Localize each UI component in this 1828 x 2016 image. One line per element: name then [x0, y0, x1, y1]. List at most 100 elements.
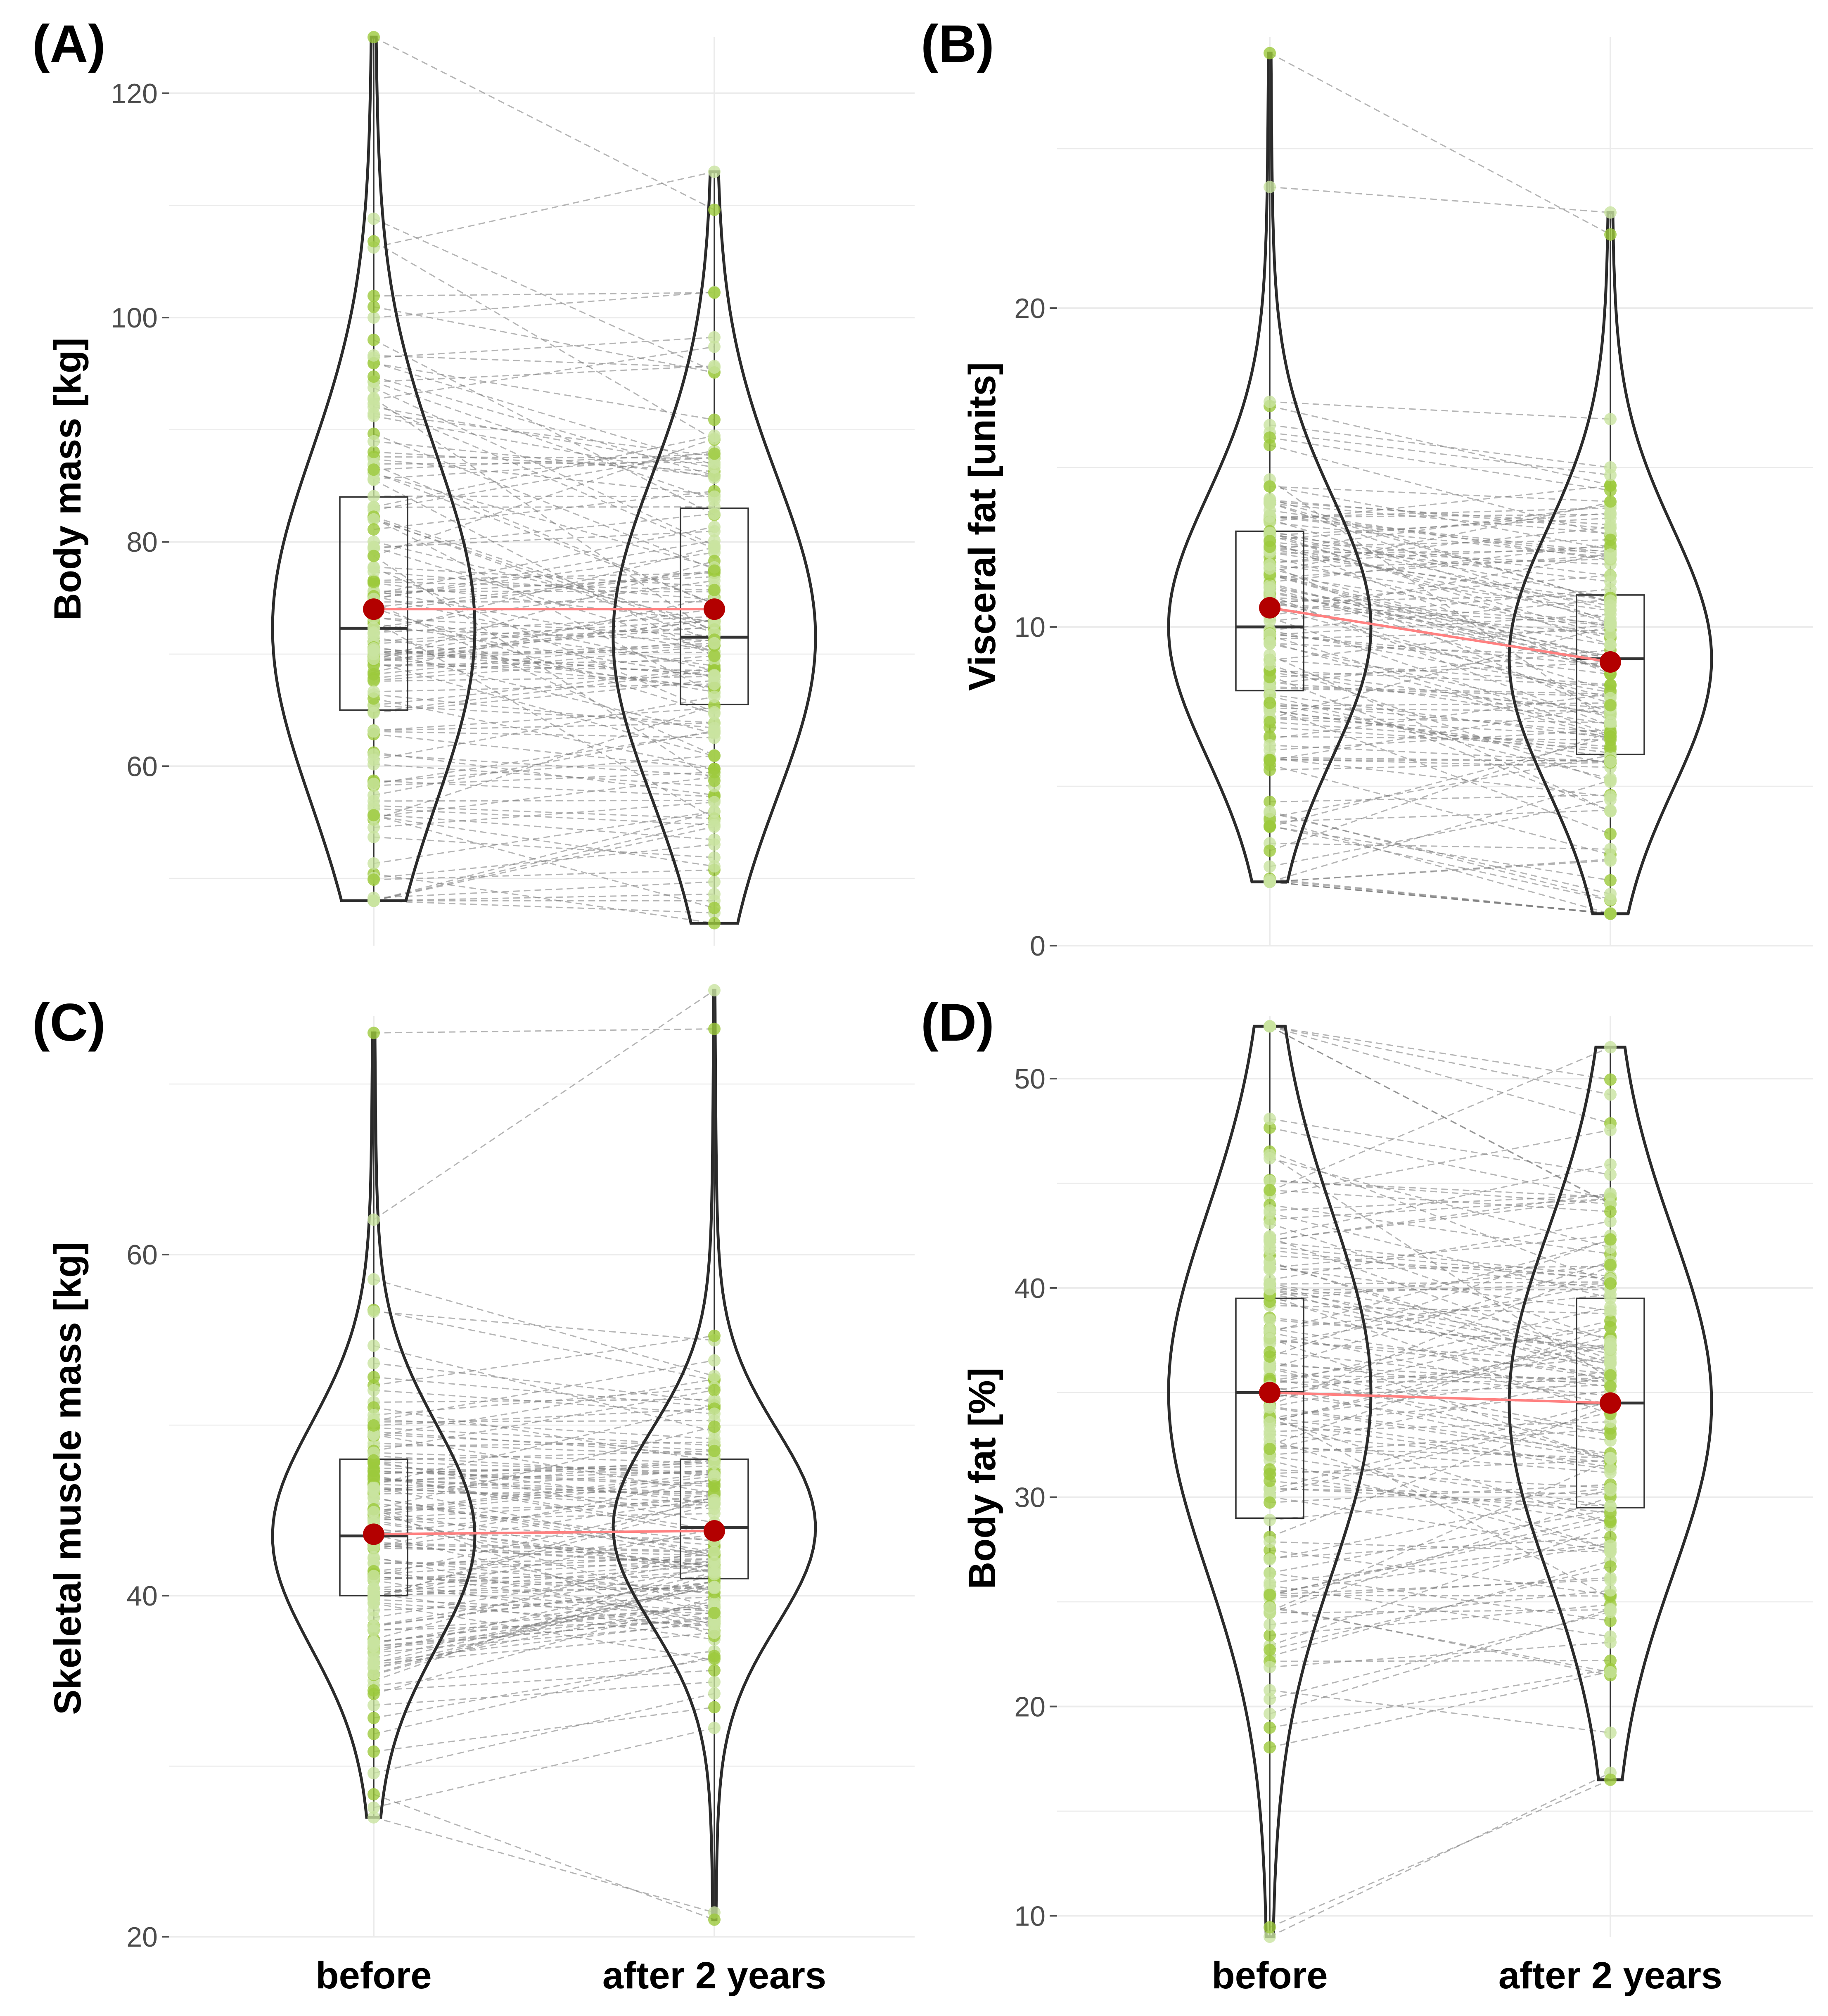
- paired-line: [1269, 1689, 1611, 1734]
- data-point: [708, 690, 721, 703]
- data-point: [1264, 1274, 1276, 1286]
- data-point: [1604, 1301, 1617, 1314]
- data-point: [708, 508, 721, 520]
- paired-line: [1269, 1520, 1611, 1596]
- paired-line: [1269, 587, 1611, 646]
- data-point: [708, 1545, 721, 1558]
- data-point: [1264, 1346, 1276, 1359]
- paired-line: [1269, 1671, 1611, 1748]
- paired-line: [373, 1470, 715, 1487]
- paired-line: [1269, 764, 1611, 855]
- data-point: [367, 1454, 380, 1467]
- data-point: [1264, 1233, 1276, 1246]
- paired-line: [1269, 694, 1611, 739]
- paired-line: [1269, 1608, 1611, 1715]
- paired-line: [373, 451, 715, 472]
- data-point: [367, 621, 380, 634]
- data-point: [1264, 754, 1276, 766]
- paired-line: [1269, 1488, 1611, 1521]
- data-point: [708, 1606, 721, 1619]
- paired-line: [373, 381, 715, 501]
- paired-line: [373, 1452, 715, 1464]
- data-point: [1264, 1401, 1276, 1414]
- paired-line: [373, 516, 715, 630]
- paired-line: [373, 1581, 715, 1627]
- paired-line: [373, 808, 715, 826]
- panel-d: (D) Body fat [%] 10 20 30 40 50: [921, 993, 1813, 1943]
- paired-line: [1269, 881, 1611, 915]
- data-point: [367, 789, 380, 802]
- data-point: [1604, 1356, 1617, 1369]
- paired-line: [373, 814, 715, 909]
- paired-line: [373, 1554, 715, 1575]
- paired-line: [373, 415, 715, 479]
- paired-line: [1269, 499, 1611, 529]
- paired-line: [1269, 1668, 1611, 1729]
- paired-line: [1269, 1428, 1611, 1456]
- y-tick-label: 60: [126, 1239, 158, 1271]
- y-tick-label: 40: [126, 1580, 158, 1612]
- paired-line: [1269, 1509, 1611, 1574]
- data-point: [367, 393, 380, 406]
- paired-line: [373, 669, 715, 713]
- plot-area-b: 0 10 20: [1014, 37, 1813, 962]
- data-point: [1604, 1428, 1617, 1441]
- data-point: [367, 1551, 380, 1564]
- paired-line: [1269, 1239, 1611, 1333]
- data-point: [1604, 793, 1617, 806]
- paired-line: [373, 1376, 715, 1408]
- paired-line: [1269, 1294, 1611, 1330]
- paired-line: [1269, 630, 1611, 693]
- data-point: [1264, 739, 1276, 752]
- data-point: [708, 1407, 721, 1420]
- paired-line: [1269, 556, 1611, 639]
- plot-area-c: 20 40 60: [126, 984, 915, 1953]
- paired-line: [373, 519, 715, 633]
- data-point: [367, 778, 380, 790]
- paired-line: [1269, 1338, 1611, 1375]
- paired-line: [1269, 1238, 1611, 1357]
- paired-line: [373, 722, 715, 731]
- paired-line: [373, 694, 715, 729]
- y-tick-label: 120: [111, 78, 158, 109]
- mean-marker-after: [704, 1520, 725, 1542]
- violin-before: [1167, 1025, 1373, 1938]
- paired-line: [1269, 1288, 1611, 1350]
- paired-line: [1269, 1545, 1611, 1594]
- paired-line: [1269, 1385, 1611, 1459]
- paired-line: [1269, 717, 1611, 723]
- paired-line: [1269, 707, 1611, 835]
- panel-a: (A) Body mass [kg] 60 80 100 120: [32, 14, 915, 946]
- paired-line: [373, 881, 715, 899]
- data-point: [708, 1722, 721, 1734]
- paired-line: [373, 581, 715, 591]
- data-point: [1264, 1475, 1276, 1487]
- data-point: [1264, 1577, 1276, 1589]
- paired-line: [1269, 1345, 1611, 1422]
- paired-line: [373, 438, 715, 557]
- paired-line: [373, 1559, 715, 1618]
- paired-line: [1269, 532, 1611, 645]
- paired-line: [373, 1434, 715, 1451]
- data-point: [1264, 1314, 1276, 1326]
- y-tick-label: 60: [126, 751, 158, 782]
- paired-line: [1269, 1046, 1611, 1192]
- data-point: [1604, 413, 1617, 425]
- mean-marker-after: [704, 598, 725, 620]
- mean-marker-after: [1600, 1392, 1621, 1414]
- data-point: [367, 1357, 380, 1370]
- paired-line: [373, 572, 715, 581]
- paired-line: [1269, 1300, 1611, 1365]
- paired-line: [373, 731, 715, 785]
- paired-line: [1269, 486, 1611, 502]
- data-point: [708, 1494, 721, 1506]
- data-point: [1264, 581, 1276, 594]
- paired-line: [1269, 590, 1611, 670]
- data-point: [1604, 1188, 1617, 1201]
- data-point: [367, 311, 380, 324]
- paired-line: [1269, 825, 1611, 901]
- data-point: [708, 534, 721, 547]
- data-point: [367, 550, 380, 562]
- paired-line: [373, 1603, 715, 1661]
- data-point: [1264, 1463, 1276, 1476]
